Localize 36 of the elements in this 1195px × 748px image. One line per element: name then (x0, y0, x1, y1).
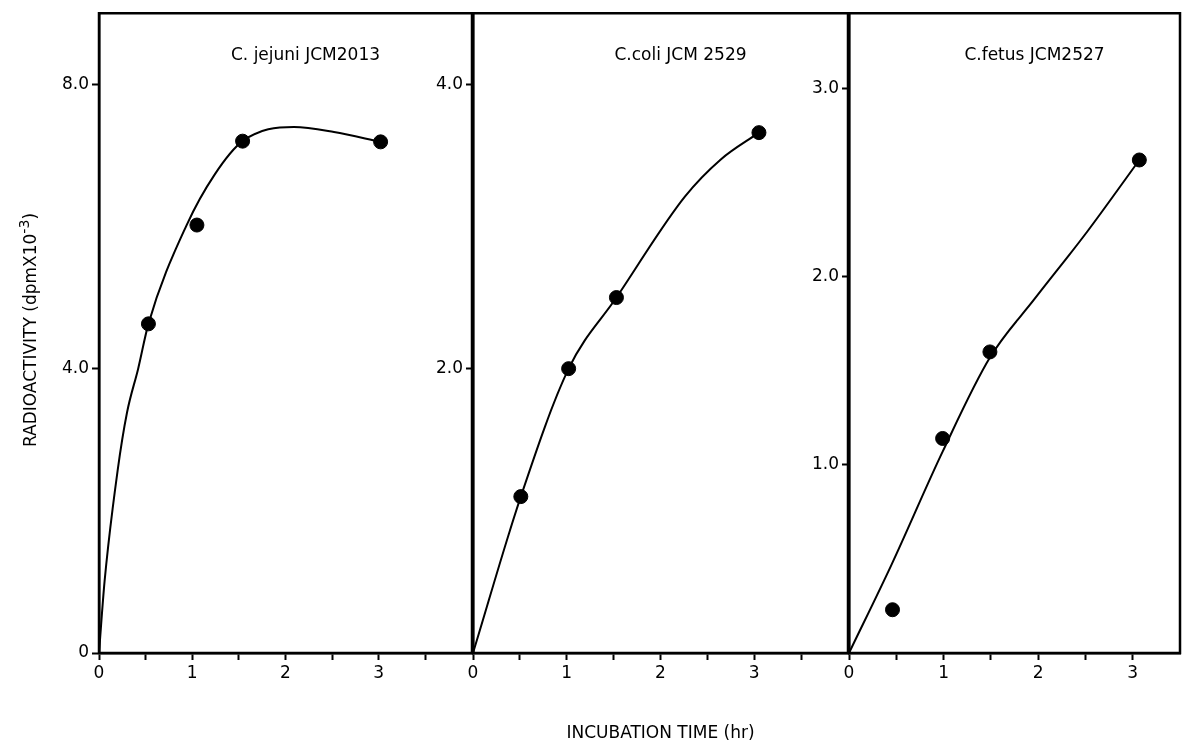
point (935, 430, 951, 446)
x-tick-label: 2 (655, 661, 666, 682)
y-tick-label: 2.0 (435, 357, 463, 378)
x-tick-label: 3 (373, 661, 385, 682)
y-tick-label: 1.0 (811, 453, 839, 474)
x-tick-label: 1 (938, 661, 949, 682)
x-tick-label: 0 (467, 661, 479, 682)
point (751, 125, 767, 141)
text: C. jejuni JCM2013 (230, 43, 381, 64)
y-tick-label: 8.0 (61, 72, 89, 93)
text: C.fetus JCM2527 (964, 43, 1105, 64)
x-tick-label: 1 (186, 661, 198, 682)
point (885, 602, 900, 618)
point (235, 133, 251, 149)
y-tick-label: 4.0 (435, 72, 463, 93)
y-tick-label: 0 (78, 641, 89, 662)
point (373, 134, 389, 150)
x-axis-title: INCUBATION TIME (hr) (566, 722, 755, 743)
point (561, 361, 577, 377)
x-tick-label: 2 (280, 661, 291, 682)
point (140, 316, 156, 332)
x-tick-label: 3 (1127, 661, 1139, 682)
x-tick-label: 0 (843, 661, 855, 682)
x-tick-label: 2 (1032, 661, 1044, 682)
text: C.coli JCM 2529 (614, 43, 747, 64)
x-tick-label: 1 (561, 661, 573, 682)
point (982, 344, 998, 360)
point (189, 217, 205, 233)
y-tick-label: 2.0 (811, 265, 839, 286)
point (608, 290, 624, 306)
x-tick-label: 3 (748, 661, 760, 682)
point (513, 489, 529, 505)
y-tick-label: 3.0 (811, 76, 839, 97)
x-tick-label: 0 (93, 661, 105, 682)
point (1131, 152, 1147, 168)
y-tick-label: 4.0 (61, 357, 89, 378)
